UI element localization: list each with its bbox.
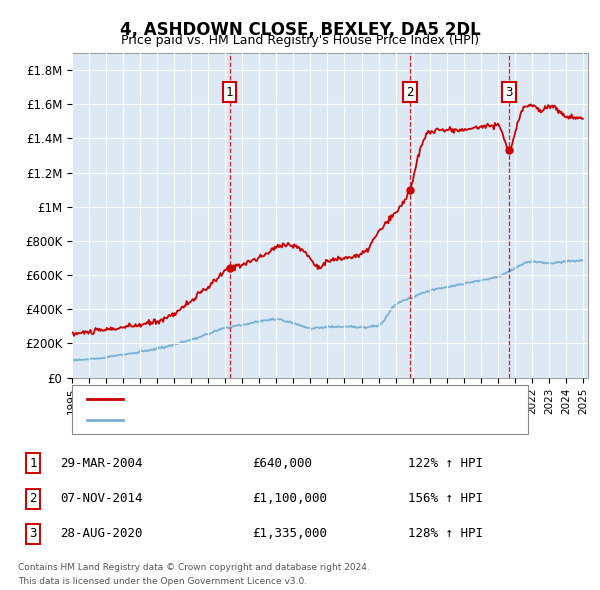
Text: Contains HM Land Registry data © Crown copyright and database right 2024.: Contains HM Land Registry data © Crown c…	[18, 563, 370, 572]
Text: HPI: Average price, detached house, Bexley: HPI: Average price, detached house, Bexl…	[127, 415, 371, 425]
Text: 128% ↑ HPI: 128% ↑ HPI	[408, 527, 483, 540]
Text: 3: 3	[29, 527, 37, 540]
Text: This data is licensed under the Open Government Licence v3.0.: This data is licensed under the Open Gov…	[18, 576, 307, 586]
Text: 1: 1	[29, 457, 37, 470]
Text: 156% ↑ HPI: 156% ↑ HPI	[408, 492, 483, 505]
Text: Price paid vs. HM Land Registry's House Price Index (HPI): Price paid vs. HM Land Registry's House …	[121, 34, 479, 47]
Text: 2: 2	[406, 86, 414, 99]
Text: 07-NOV-2014: 07-NOV-2014	[60, 492, 143, 505]
Text: 1: 1	[226, 86, 233, 99]
Text: £640,000: £640,000	[252, 457, 312, 470]
Text: 3: 3	[505, 86, 513, 99]
Text: £1,335,000: £1,335,000	[252, 527, 327, 540]
Text: 29-MAR-2004: 29-MAR-2004	[60, 457, 143, 470]
Text: 122% ↑ HPI: 122% ↑ HPI	[408, 457, 483, 470]
Text: 4, ASHDOWN CLOSE, BEXLEY, DA5 2DL: 4, ASHDOWN CLOSE, BEXLEY, DA5 2DL	[119, 21, 481, 39]
Text: £1,100,000: £1,100,000	[252, 492, 327, 505]
Text: 4, ASHDOWN CLOSE, BEXLEY, DA5 2DL (detached house): 4, ASHDOWN CLOSE, BEXLEY, DA5 2DL (detac…	[127, 394, 448, 404]
Text: 2: 2	[29, 492, 37, 505]
Text: 28-AUG-2020: 28-AUG-2020	[60, 527, 143, 540]
